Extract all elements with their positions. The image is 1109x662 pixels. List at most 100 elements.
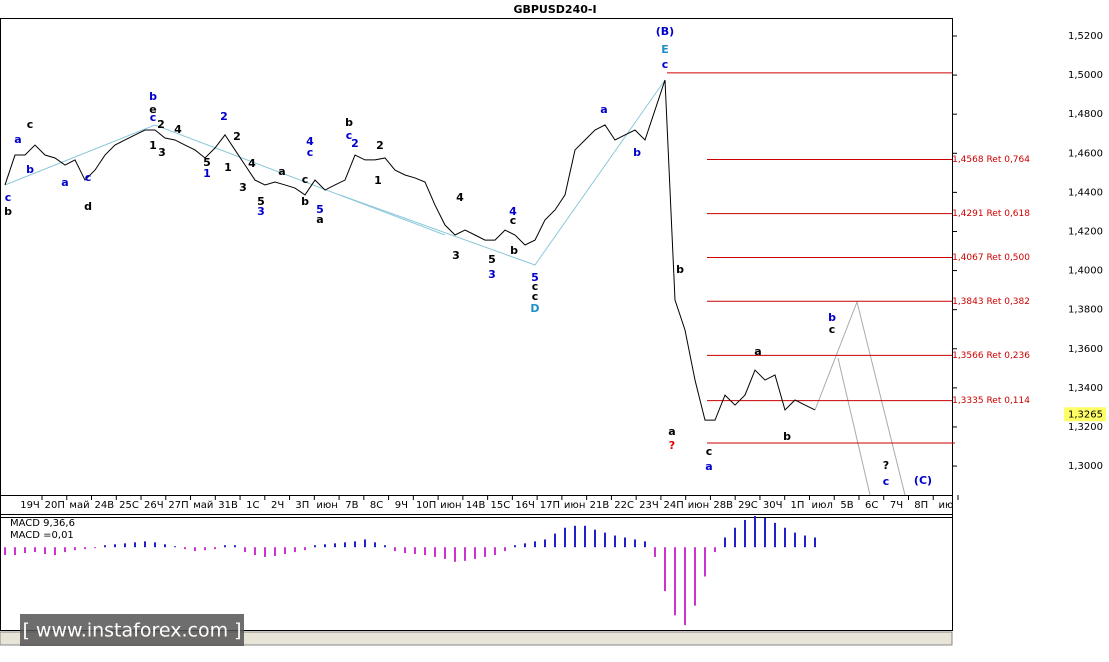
- x-tick-label: 7Ч: [890, 500, 903, 511]
- wave-label: 2: [376, 139, 384, 152]
- wave-label: E: [661, 43, 669, 56]
- x-tick-label: 25С: [119, 500, 139, 511]
- macd-bar: [304, 547, 306, 551]
- y-tick-label: 1,5200: [1068, 31, 1103, 42]
- x-tick-label: 2Ч: [271, 500, 284, 511]
- x-tick-label: 6С: [865, 500, 878, 511]
- wave-label: b: [633, 146, 641, 159]
- macd-bar: [344, 542, 346, 548]
- wave-label: D: [530, 302, 539, 315]
- wave-label: 5: [203, 156, 211, 169]
- fib-label: 1,3335 Ret 0,114: [952, 396, 1030, 406]
- wave-label: c: [706, 445, 713, 458]
- macd-bar: [164, 544, 166, 548]
- x-tick-label: 27П: [168, 500, 188, 511]
- x-tick-label: 5В: [840, 500, 853, 511]
- wave-label: b: [345, 116, 353, 129]
- fib-label: 1,4067 Ret 0,500: [952, 253, 1030, 263]
- wave-label: c: [883, 475, 890, 488]
- x-tick-label: 19Ч: [20, 500, 40, 511]
- macd-bar: [594, 529, 596, 548]
- wave-label: b: [26, 163, 34, 176]
- macd-bar: [554, 533, 556, 548]
- wave-label: 2: [220, 110, 228, 123]
- macd-bar: [404, 547, 406, 554]
- macd-bar: [464, 547, 466, 561]
- macd-bar: [624, 537, 626, 548]
- macd-bar: [94, 547, 96, 549]
- macd-bar: [604, 532, 606, 548]
- macd-bar: [744, 519, 746, 548]
- wave-label: 2: [233, 130, 241, 143]
- macd-bar: [324, 544, 326, 548]
- macd-bar: [154, 542, 156, 548]
- y-tick-label: 1,3800: [1068, 305, 1103, 316]
- wave-label: 4: [174, 123, 182, 136]
- watermark-box: [20, 614, 244, 646]
- wave-label: e: [149, 103, 156, 116]
- wave-label: 5: [316, 203, 324, 216]
- fib-label: 1,3566 Ret 0,236: [952, 351, 1030, 361]
- x-tick-label: 16Ч: [515, 500, 535, 511]
- macd-bar: [614, 535, 616, 548]
- macd-bar: [64, 547, 66, 553]
- wave-label: a: [600, 103, 607, 116]
- wave-label: (B): [656, 25, 674, 38]
- x-tick-label: 23Ч: [639, 500, 659, 511]
- macd-bar: [694, 547, 696, 606]
- x-tick-label: 29С: [738, 500, 758, 511]
- wave-label: 3: [452, 249, 460, 262]
- price-line: [4, 79, 816, 421]
- macd-bar: [224, 545, 226, 548]
- x-tick-label: 28В: [713, 500, 733, 511]
- wave-label: 2: [351, 137, 359, 150]
- x-tick-label: 20П: [45, 500, 65, 511]
- macd-bar: [484, 547, 486, 557]
- macd-bar: [4, 547, 6, 556]
- macd-bar: [54, 547, 56, 556]
- wave-label: b: [676, 263, 684, 276]
- wave-label: b: [510, 244, 518, 257]
- macd-bar: [454, 547, 456, 562]
- wave-label: 1: [203, 167, 211, 180]
- wave-label: c: [829, 323, 836, 336]
- x-tick-label: 1П: [791, 500, 805, 511]
- wave-label: c: [5, 191, 12, 204]
- x-tick-label: ию: [939, 500, 954, 511]
- wave-label: 3: [488, 268, 496, 281]
- macd-bar: [84, 547, 86, 550]
- macd-bar: [584, 525, 586, 548]
- fib-label: 1,4291 Ret 0,618: [952, 209, 1030, 219]
- wave-label: c: [346, 129, 353, 142]
- macd-bar: [444, 547, 446, 559]
- x-tick-label: 17П: [540, 500, 560, 511]
- macd-bar: [14, 547, 16, 556]
- x-tick-label: 10П: [416, 500, 436, 511]
- wave-label: d: [84, 200, 92, 213]
- x-tick-label: 3П: [295, 500, 309, 511]
- projection-line: [837, 357, 871, 496]
- macd-bar: [424, 547, 426, 556]
- macd-bar: [674, 547, 676, 616]
- wave-label: b: [4, 205, 12, 218]
- macd-bar: [804, 535, 806, 548]
- macd-bar: [664, 547, 666, 592]
- x-tick-label: 26Ч: [144, 500, 164, 511]
- wave-label: 4: [306, 135, 314, 148]
- macd-bar: [734, 527, 736, 548]
- macd-bar: [354, 541, 356, 548]
- macd-bar: [544, 539, 546, 548]
- y-tick-label: 1,4200: [1068, 226, 1103, 237]
- macd-bar: [704, 547, 706, 577]
- watermark: [ www.instaforex.com ]: [22, 620, 241, 642]
- wave-label: a: [278, 165, 285, 178]
- projection-lines: [814, 300, 906, 496]
- x-tick-label: 14В: [466, 500, 486, 511]
- macd-bar: [634, 539, 636, 548]
- x-tick-label: 31В: [218, 500, 238, 511]
- wave-label: c: [27, 118, 34, 131]
- wave-label: 3: [239, 181, 247, 194]
- macd-bar: [124, 543, 126, 548]
- macd-title: MACD 9,36,6: [10, 518, 75, 529]
